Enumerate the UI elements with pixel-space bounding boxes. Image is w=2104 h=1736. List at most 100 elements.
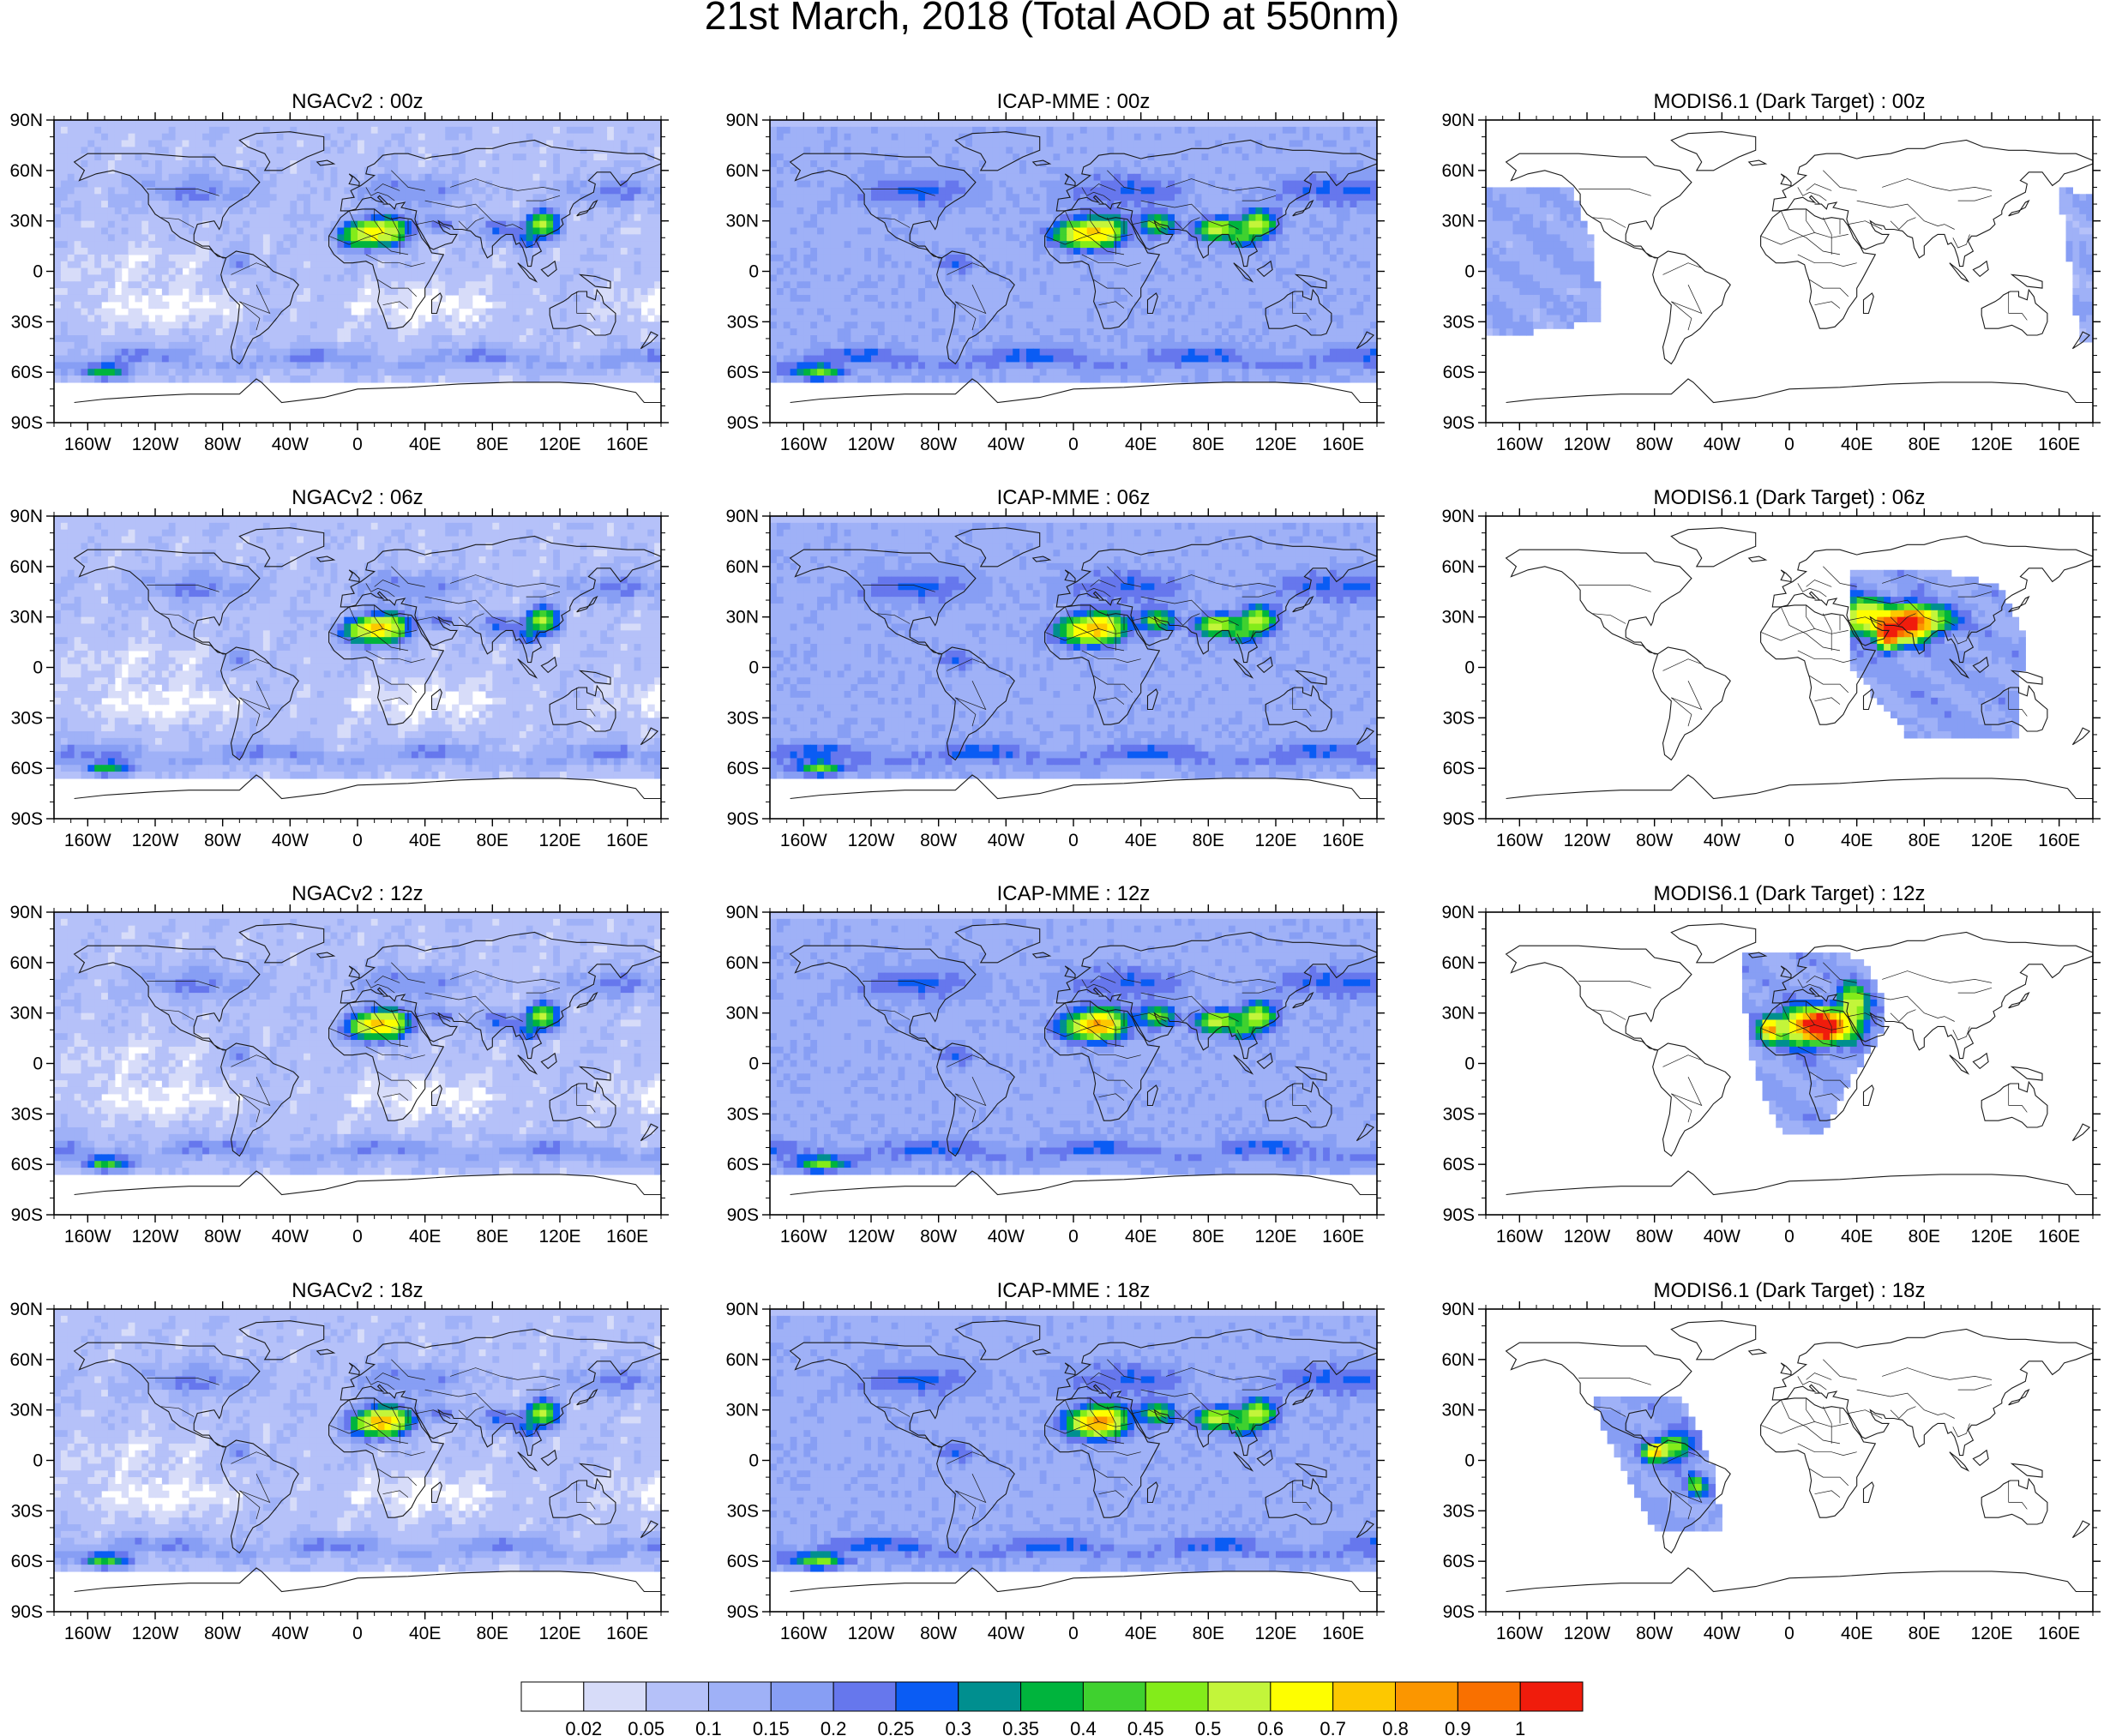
aod-cell xyxy=(553,174,560,181)
aod-cell xyxy=(466,201,472,207)
aod-cell xyxy=(1067,141,1073,147)
aod-cell xyxy=(209,255,216,261)
aod-cell xyxy=(965,201,972,207)
aod-cell xyxy=(87,362,94,369)
aod-cell xyxy=(283,268,290,275)
aod-cell xyxy=(412,342,418,349)
aod-cell xyxy=(155,167,162,174)
aod-cell xyxy=(398,362,405,369)
aod-cell xyxy=(492,315,499,321)
aod-cell xyxy=(277,127,284,134)
aod-cell xyxy=(351,214,358,221)
aod-cell xyxy=(304,321,310,328)
aod-cell xyxy=(270,174,277,181)
aod-cell xyxy=(162,174,169,181)
aod-cell xyxy=(155,261,162,268)
aod-cell xyxy=(256,141,263,147)
aod-cell xyxy=(1141,187,1148,194)
aod-cell xyxy=(256,134,263,141)
aod-cell xyxy=(1344,201,1350,207)
aod-cell xyxy=(81,375,87,382)
aod-cell xyxy=(425,321,432,328)
aod-cell xyxy=(141,248,148,255)
aod-cell xyxy=(1201,187,1208,194)
aod-cell xyxy=(223,201,230,207)
aod-cell xyxy=(1040,141,1047,147)
aod-cell xyxy=(182,187,189,194)
aod-cell xyxy=(979,214,986,221)
aod-cell xyxy=(593,221,600,228)
aod-cell xyxy=(939,127,946,134)
aod-cell xyxy=(290,356,297,363)
aod-cell xyxy=(905,207,911,214)
aod-cell xyxy=(378,321,385,328)
aod-cell xyxy=(1302,120,1309,127)
aod-cell xyxy=(155,201,162,207)
aod-cell xyxy=(485,221,492,228)
aod-cell xyxy=(418,207,425,214)
aod-cell xyxy=(1337,167,1344,174)
aod-cell xyxy=(169,369,176,375)
aod-cell xyxy=(75,369,81,375)
aod-cell xyxy=(621,221,628,228)
aod-cell xyxy=(148,356,155,363)
aod-cell xyxy=(607,187,614,194)
aod-cell xyxy=(236,120,243,127)
aod-cell xyxy=(364,315,371,321)
aod-cell xyxy=(885,160,892,167)
aod-cell xyxy=(412,248,418,255)
aod-cell xyxy=(256,268,263,275)
aod-cell xyxy=(195,160,202,167)
aod-cell xyxy=(553,369,560,375)
aod-cell xyxy=(189,214,195,221)
aod-cell xyxy=(1323,160,1330,167)
aod-cell xyxy=(1316,214,1323,221)
aod-cell xyxy=(539,134,546,141)
aod-cell xyxy=(270,147,277,153)
aod-cell xyxy=(485,281,492,288)
aod-cell xyxy=(108,309,115,315)
aod-cell xyxy=(580,181,587,188)
aod-cell xyxy=(351,120,358,127)
aod-cell xyxy=(277,328,284,335)
aod-cell xyxy=(1255,201,1262,207)
aod-cell xyxy=(472,134,479,141)
aod-cell xyxy=(533,160,540,167)
aod-cell xyxy=(101,255,108,261)
aod-cell xyxy=(75,221,81,228)
aod-cell xyxy=(378,120,385,127)
aod-cell xyxy=(506,268,513,275)
aod-cell xyxy=(1283,181,1289,188)
aod-cell xyxy=(68,134,75,141)
aod-cell xyxy=(438,369,445,375)
aod-cell xyxy=(115,315,122,321)
aod-cell xyxy=(513,134,520,141)
aod-cell xyxy=(1356,174,1363,181)
aod-cell xyxy=(182,120,189,127)
aod-cell xyxy=(1134,127,1141,134)
aod-cell xyxy=(600,349,607,356)
aod-cell xyxy=(1208,187,1215,194)
aod-cell xyxy=(81,207,87,214)
aod-cell xyxy=(155,127,162,134)
aod-cell xyxy=(864,194,871,201)
aod-cell xyxy=(574,134,580,141)
aod-cell xyxy=(513,153,520,160)
aod-cell xyxy=(243,328,249,335)
aod-cell xyxy=(472,335,479,342)
aod-cell xyxy=(270,342,277,349)
aod-cell xyxy=(979,134,986,141)
aod-cell xyxy=(520,335,526,342)
aod-cell xyxy=(1141,120,1148,127)
aod-cell xyxy=(1330,214,1337,221)
aod-cell xyxy=(472,288,479,295)
aod-cell xyxy=(351,147,358,153)
aod-cell xyxy=(499,295,506,302)
aod-cell xyxy=(574,153,580,160)
aod-cell xyxy=(317,248,324,255)
aod-cell xyxy=(1148,174,1155,181)
aod-cell xyxy=(1188,167,1195,174)
aod-cell xyxy=(331,255,338,261)
aod-cell xyxy=(68,234,75,241)
aod-cell xyxy=(586,302,593,309)
